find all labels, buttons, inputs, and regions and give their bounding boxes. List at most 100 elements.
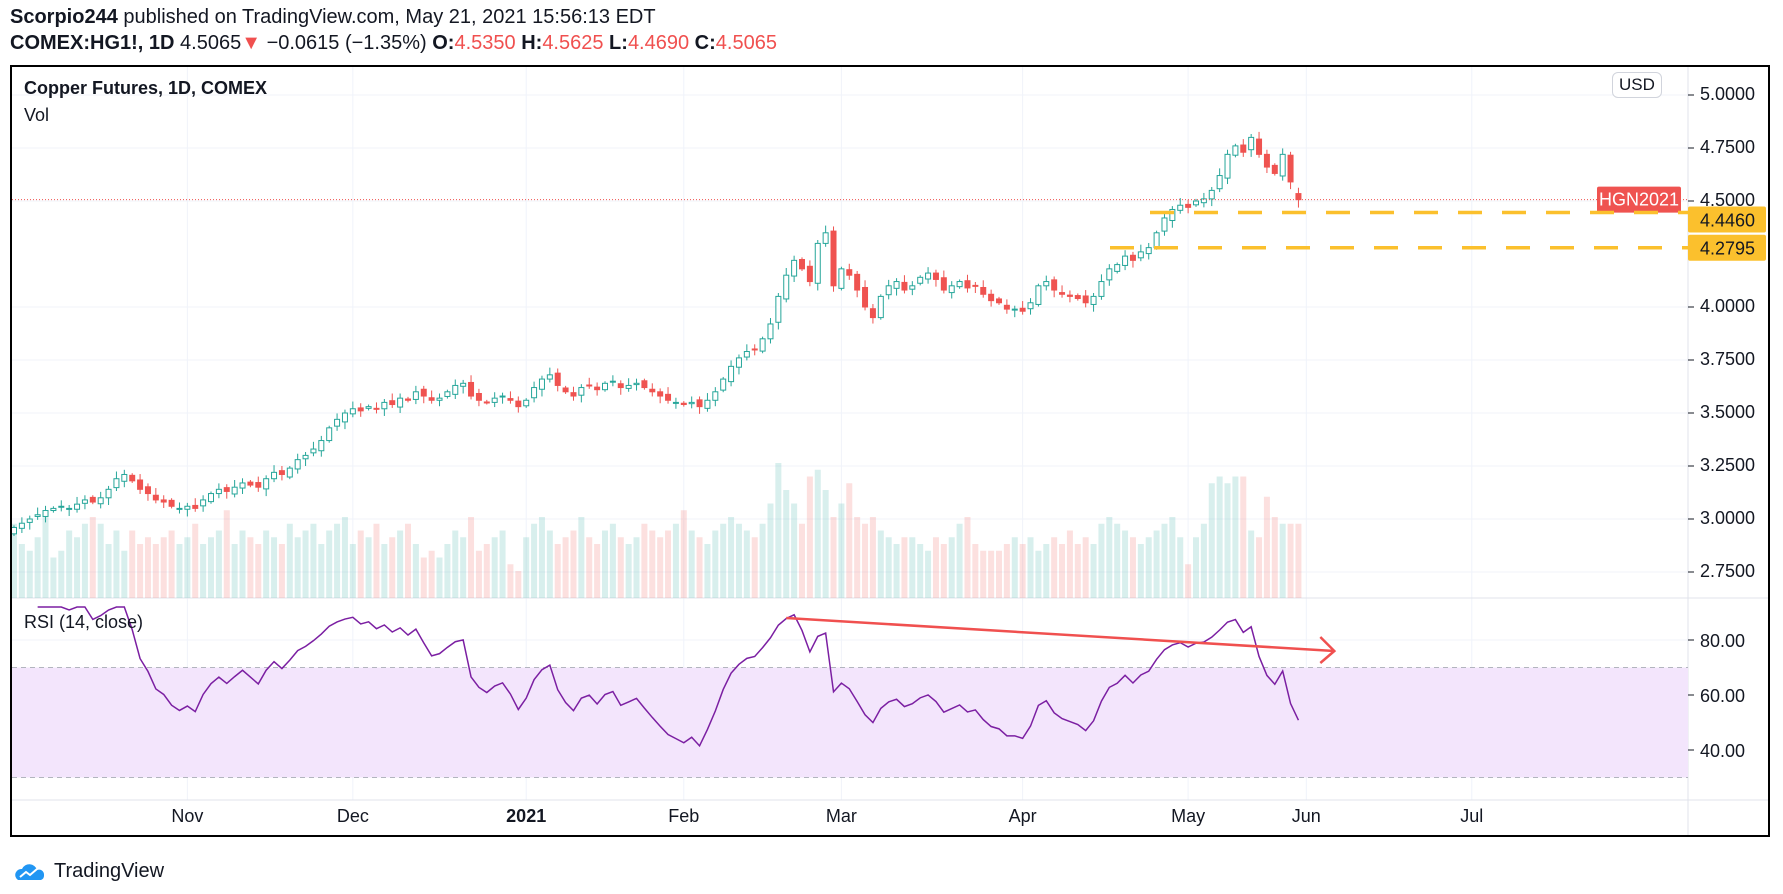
- tradingview-logo[interactable]: TradingView: [14, 860, 164, 883]
- candle-body: [688, 401, 695, 405]
- candle-body: [1090, 295, 1097, 305]
- candle-body: [373, 407, 380, 410]
- volume-bar: [184, 537, 191, 598]
- volume-bar: [405, 523, 411, 598]
- volume-bar: [641, 523, 648, 598]
- volume-bar: [1169, 517, 1176, 598]
- candle-body: [562, 387, 569, 393]
- candle-body: [641, 380, 648, 389]
- candle-body: [625, 384, 632, 389]
- volume-bar: [89, 517, 96, 598]
- volume-bar: [838, 503, 845, 598]
- rsi-legend: RSI (14, close): [24, 612, 144, 632]
- time-label: Jun: [1292, 806, 1321, 826]
- volume-bar: [814, 469, 821, 598]
- volume-bar: [208, 537, 214, 598]
- volume-bar: [66, 530, 73, 598]
- volume-bar: [160, 537, 167, 598]
- volume-bar: [1059, 544, 1066, 598]
- volume-bar: [1271, 517, 1278, 598]
- volume-bar: [302, 530, 309, 598]
- currency-button[interactable]: USD: [1612, 72, 1662, 98]
- close-value: 4.5065: [715, 32, 777, 54]
- volume-bar: [397, 530, 404, 598]
- volume-bar: [830, 517, 837, 598]
- candle-body: [964, 280, 971, 289]
- volume-bar: [972, 544, 979, 598]
- volume-bar: [696, 537, 703, 598]
- volume-bar: [633, 537, 640, 598]
- time-label: Apr: [1009, 806, 1037, 826]
- volume-bar: [1216, 476, 1223, 598]
- candle-body: [1051, 279, 1058, 291]
- volume-bar: [665, 530, 672, 598]
- volume-bar: [712, 530, 719, 598]
- volume-bar: [499, 530, 506, 598]
- candle-body: [184, 505, 191, 510]
- close-label: C:: [694, 32, 716, 54]
- candle-body: [334, 418, 341, 427]
- volume-bar: [129, 530, 136, 598]
- candle-body: [247, 481, 254, 486]
- candle-body: [791, 259, 798, 277]
- candle-body: [1185, 203, 1192, 208]
- volume-bar: [846, 483, 853, 598]
- volume-bar: [1153, 530, 1160, 598]
- volume-bar: [121, 550, 128, 598]
- volume-bar: [18, 544, 25, 598]
- candle-body: [318, 440, 325, 452]
- volume-bar: [1122, 530, 1129, 598]
- price-change: −0.0615 (−1.35%): [266, 32, 427, 54]
- candle-body: [862, 286, 869, 308]
- candle-body: [326, 427, 333, 442]
- volume-bar: [806, 476, 813, 598]
- volume-bar: [81, 523, 88, 598]
- candle-body: [1256, 138, 1263, 155]
- volume-bar: [1177, 537, 1184, 598]
- candle-body: [436, 397, 443, 401]
- brand-name: TradingView: [54, 860, 165, 882]
- candle-body: [948, 285, 955, 294]
- arrowhead-icon: [1319, 636, 1337, 664]
- volume-bar: [491, 537, 498, 598]
- open-value: 4.5350: [454, 32, 516, 54]
- volume-bar: [925, 550, 932, 598]
- candle-body: [200, 499, 207, 507]
- volume-bar: [956, 523, 963, 598]
- candle-body: [972, 284, 979, 287]
- volume-bar: [373, 523, 380, 598]
- candle-body: [649, 388, 656, 393]
- candle-body: [89, 496, 96, 503]
- high-value: 4.5625: [542, 32, 604, 54]
- down-arrow-icon: ▼: [241, 32, 261, 54]
- candle-body: [751, 348, 758, 351]
- candle-body: [1287, 154, 1294, 183]
- candle-body: [996, 298, 1002, 304]
- candle-body: [1240, 144, 1247, 153]
- candle-body: [365, 406, 372, 409]
- volume-bar: [223, 510, 230, 598]
- volume-bar: [255, 544, 262, 598]
- candle-body: [160, 499, 167, 503]
- candle-body: [940, 277, 947, 291]
- candle-body: [475, 392, 482, 401]
- price-tick-label: 3.5000: [1700, 402, 1755, 422]
- volume-bar: [885, 537, 892, 598]
- volume-bar: [980, 550, 987, 598]
- candle-body: [633, 382, 640, 386]
- candle-body: [546, 374, 553, 380]
- candle-body: [271, 471, 278, 480]
- volume-bar: [1240, 476, 1247, 598]
- volume-bar: [1279, 523, 1286, 598]
- candle-body: [66, 507, 73, 510]
- candle-body: [728, 365, 735, 383]
- candle-body: [42, 510, 49, 517]
- candle-body: [720, 378, 727, 391]
- candle-body: [460, 382, 467, 387]
- volume-bar: [538, 517, 545, 598]
- volume-bar: [680, 510, 687, 598]
- candle-body: [491, 397, 498, 403]
- volume-bar: [515, 571, 522, 598]
- candle-body: [349, 408, 356, 415]
